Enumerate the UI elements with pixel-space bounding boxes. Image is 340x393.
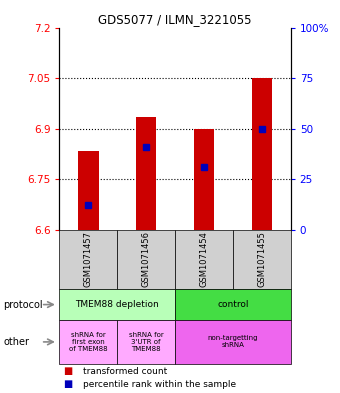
Bar	[136, 117, 156, 230]
Bar	[194, 129, 214, 230]
Text: shRNA for
3'UTR of
TMEM88: shRNA for 3'UTR of TMEM88	[129, 332, 164, 352]
Text: TMEM88 depletion: TMEM88 depletion	[75, 300, 159, 309]
Text: non-targetting
shRNA: non-targetting shRNA	[208, 335, 258, 349]
Bar	[78, 151, 99, 230]
Text: other: other	[3, 337, 29, 347]
Text: control: control	[217, 300, 249, 309]
Text: GSM1071455: GSM1071455	[257, 231, 266, 287]
Title: GDS5077 / ILMN_3221055: GDS5077 / ILMN_3221055	[98, 13, 252, 26]
Text: GSM1071457: GSM1071457	[84, 231, 93, 287]
Text: protocol: protocol	[3, 299, 43, 310]
Text: ■: ■	[63, 379, 72, 389]
Text: percentile rank within the sample: percentile rank within the sample	[83, 380, 236, 389]
Text: ■: ■	[63, 366, 72, 376]
Text: shRNA for
first exon
of TMEM88: shRNA for first exon of TMEM88	[69, 332, 108, 352]
Bar	[252, 78, 272, 230]
Text: GSM1071454: GSM1071454	[200, 231, 208, 287]
Text: transformed count: transformed count	[83, 367, 168, 376]
Text: GSM1071456: GSM1071456	[142, 231, 151, 287]
